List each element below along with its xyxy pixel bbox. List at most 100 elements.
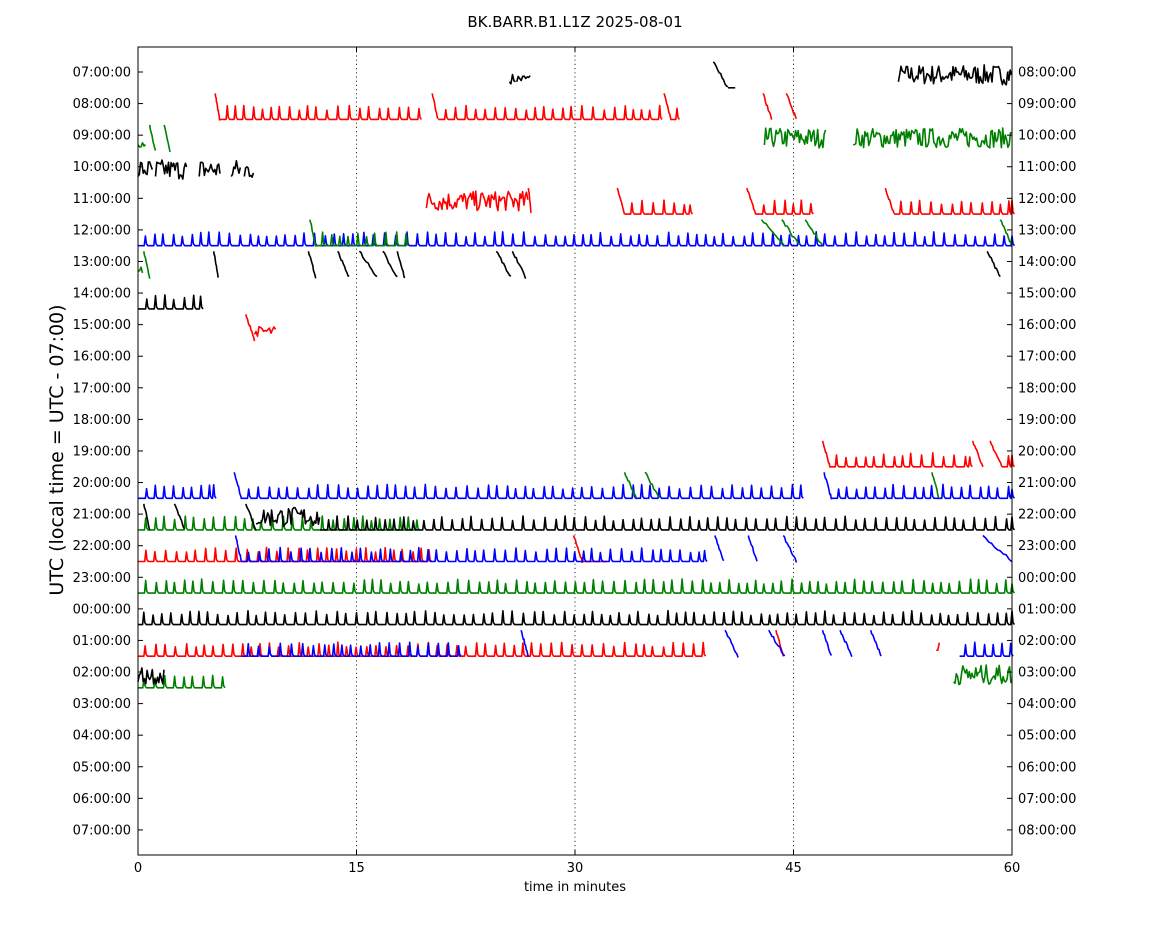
axes: 0 15 30 45 60 07:00:00 08:00:00 09:00:00 10:00:0… [73, 47, 1076, 876]
trace-segment [782, 534, 798, 563]
trace-segment [520, 629, 530, 658]
y-tick-label-left: 20:00:00 [73, 476, 131, 491]
seismic-traces [137, 61, 1016, 689]
trace-segment [431, 93, 439, 120]
trace-segment [154, 159, 188, 180]
y-tick-label-right: 08:00:00 [1018, 66, 1076, 81]
trace-segment [245, 503, 257, 531]
y-tick-label-right: 06:00:00 [1018, 760, 1076, 775]
trace-segment [527, 188, 532, 214]
y-tick-label-left: 05:00:00 [73, 760, 131, 775]
trace-segment [971, 440, 984, 468]
trace-segment [255, 506, 321, 527]
trace-segment [671, 107, 681, 121]
trace-segment [762, 92, 773, 120]
y-tick-label-right: 22:00:00 [1018, 508, 1076, 523]
trace-segment [821, 630, 833, 656]
trace-segment [137, 161, 154, 177]
trace-segment [712, 61, 729, 88]
y-tick-label-left: 14:00:00 [73, 287, 131, 302]
trace-segment [781, 219, 800, 245]
trace-segment [511, 250, 527, 279]
trace-segment [243, 166, 255, 178]
trace-segment [821, 440, 831, 468]
y-tick-label-left: 15:00:00 [73, 318, 131, 333]
y-tick-label-right: 09:00:00 [1018, 97, 1076, 112]
trace-segment [233, 472, 243, 500]
y-tick-label-right: 14:00:00 [1018, 255, 1076, 270]
trace-segment [336, 250, 350, 277]
trace-segment [307, 251, 317, 279]
trace-segment [959, 641, 1014, 657]
trace-segment [137, 266, 144, 274]
trace-segment [831, 483, 1016, 500]
trace-segment [982, 534, 1013, 563]
trace-segment [163, 124, 171, 153]
x-tick-label: 45 [785, 861, 802, 876]
trace-segment [138, 674, 226, 689]
y-tick-label-left: 00:00:00 [73, 602, 131, 617]
y-tick-label-left: 17:00:00 [73, 381, 131, 396]
trace-segment [138, 484, 217, 500]
trace-segment [138, 294, 204, 310]
y-tick-label-left: 22:00:00 [73, 539, 131, 554]
trace-segment [143, 503, 151, 531]
x-tick-label: 15 [348, 861, 365, 876]
trace-segment [396, 251, 406, 279]
y-tick-label-left: 08:00:00 [73, 97, 131, 112]
trace-segment [1001, 454, 1016, 468]
trace-segment [624, 199, 694, 215]
trace-segment [936, 642, 941, 651]
y-tick-label-right: 12:00:00 [1018, 192, 1076, 207]
trace-segment [714, 535, 725, 562]
trace-segment [143, 251, 151, 279]
y-tick-label-right: 02:00:00 [1018, 634, 1076, 649]
trace-segment [138, 609, 1016, 626]
trace-segment [989, 440, 1003, 467]
y-tick-label-left: 04:00:00 [73, 729, 131, 744]
y-tick-label-left: 07:00:00 [73, 823, 131, 838]
trace-segment [785, 92, 798, 120]
trace-segment [253, 326, 277, 338]
y-axis-label: UTC (local time = UTC - 07:00) [46, 304, 68, 595]
trace-segment [616, 187, 626, 215]
trace-segment [508, 73, 516, 85]
trace-segment [572, 535, 584, 564]
x-tick-label: 60 [1004, 861, 1021, 876]
y-tick-label-right: 20:00:00 [1018, 444, 1076, 459]
vertical-gridlines [356, 47, 794, 855]
trace-segment [241, 546, 708, 563]
y-tick-label-right: 16:00:00 [1018, 318, 1076, 333]
y-tick-label-right: 04:00:00 [1018, 697, 1076, 712]
y-tick-label-right: 00:00:00 [1018, 571, 1076, 586]
chart-title: BK.BARR.B1.L1Z 2025-08-01 [467, 13, 682, 31]
y-tick-label-right: 03:00:00 [1018, 666, 1076, 681]
trace-segment [897, 64, 1013, 86]
y-tick-label-left: 10:00:00 [73, 160, 131, 175]
y-tick-label-left: 02:00:00 [73, 666, 131, 681]
trace-segment [320, 515, 1016, 531]
y-tick-label-left: 21:00:00 [73, 508, 131, 523]
y-tick-label-left: 01:00:00 [73, 634, 131, 649]
trace-segment [309, 219, 317, 247]
y-tick-label-left: 11:00:00 [73, 192, 131, 207]
trace-segment [230, 160, 242, 177]
x-axis-label: time in minutes [524, 880, 626, 895]
trace-segment [358, 250, 378, 278]
trace-segment [219, 104, 423, 121]
trace-segment [214, 93, 221, 121]
y-tick-label-left: 16:00:00 [73, 350, 131, 365]
trace-segment [138, 578, 1016, 594]
trace-segment [746, 187, 757, 215]
trace-segment [438, 104, 663, 121]
trace-segment [173, 503, 186, 530]
trace-segment [829, 452, 973, 468]
trace-segment [663, 93, 672, 121]
y-tick-label-left: 03:00:00 [73, 697, 131, 712]
trace-segment [953, 664, 1012, 686]
trace-segment [999, 219, 1013, 248]
trace-segment [425, 190, 529, 212]
trace-segment [382, 250, 398, 278]
trace-segment [804, 219, 824, 246]
trace-segment [515, 75, 531, 83]
